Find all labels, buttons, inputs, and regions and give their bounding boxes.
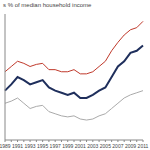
svg-text:2009: 2009 (125, 143, 136, 149)
svg-text:1999: 1999 (62, 143, 73, 149)
svg-text:1991: 1991 (12, 143, 23, 149)
svg-text:2001: 2001 (75, 143, 86, 149)
html-text:s % of median household income: s % of median household income (3, 2, 92, 8)
svg-text:2003: 2003 (87, 143, 98, 149)
svg-text:1993: 1993 (25, 143, 36, 149)
svg-text:1989: 1989 (8, 143, 11, 149)
svg-text:2011: 2011 (138, 143, 142, 149)
svg-text:1997: 1997 (50, 143, 61, 149)
svg-text:2005: 2005 (100, 143, 111, 149)
svg-text:1995: 1995 (37, 143, 48, 149)
svg-text:2007: 2007 (112, 143, 123, 149)
